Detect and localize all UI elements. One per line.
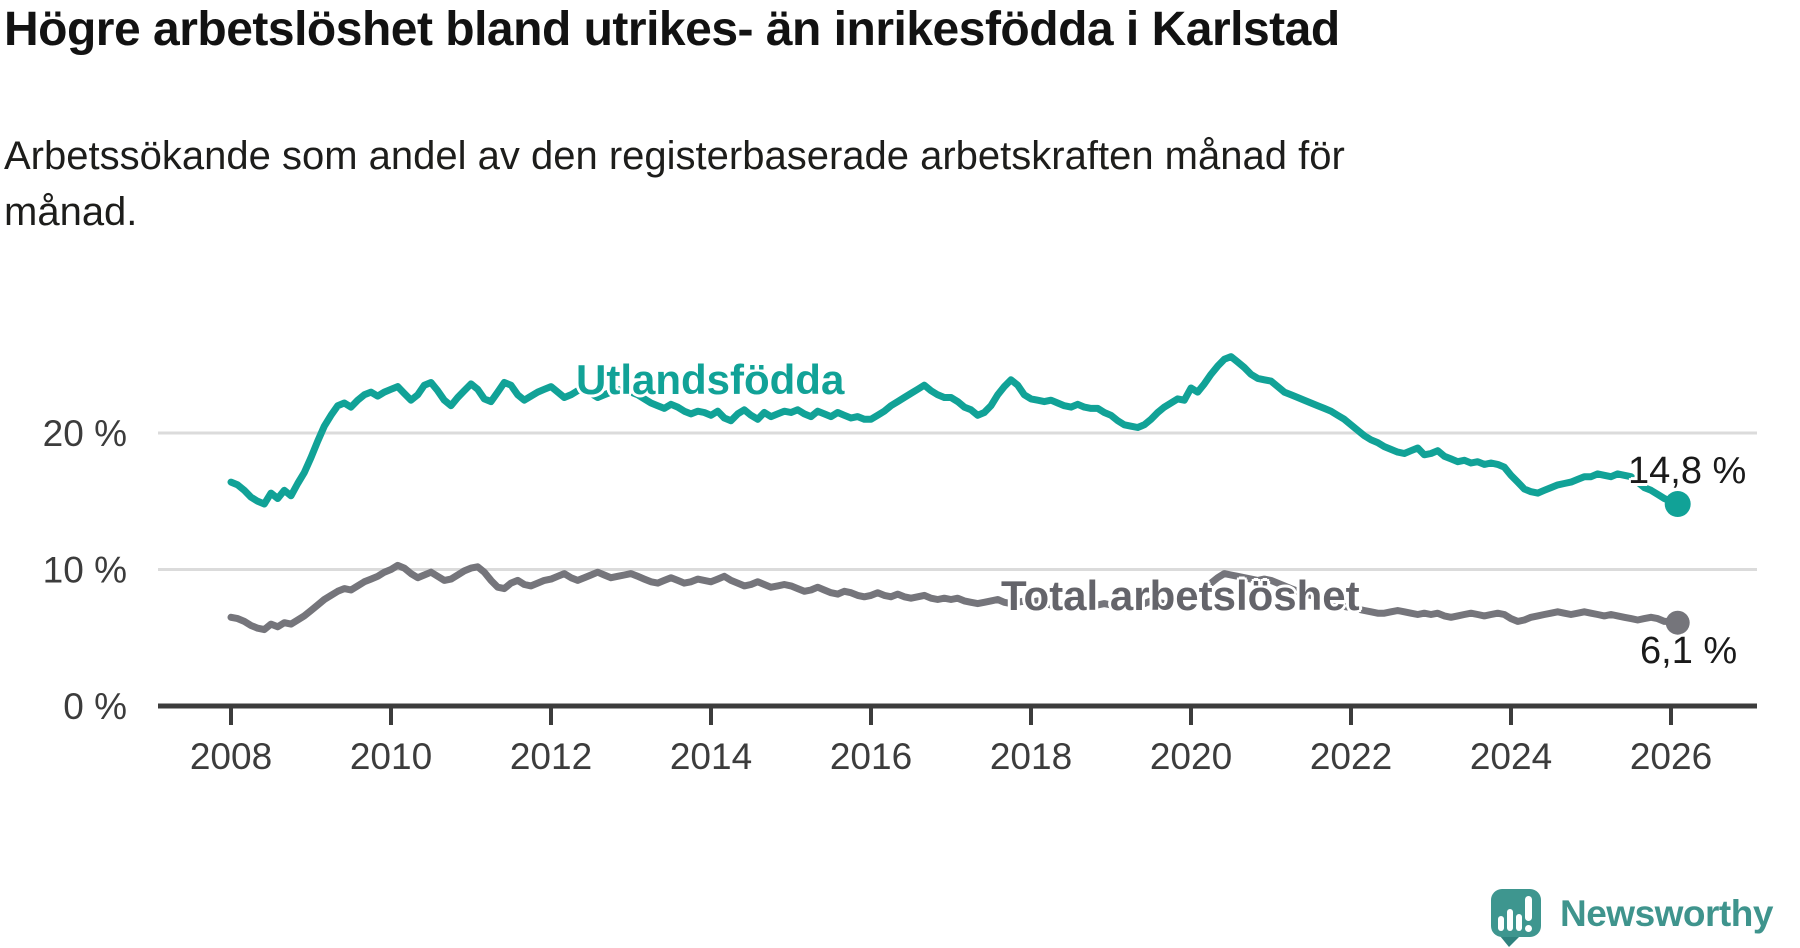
series-label-utlandsfodda: Utlandsfödda	[576, 356, 845, 403]
x-tick-label-2008: 2008	[190, 736, 272, 777]
newsworthy-logo-text: Newsworthy	[1560, 893, 1773, 934]
x-tick-label-2020: 2020	[1150, 736, 1232, 777]
end-value-label-total: 6,1 %	[1640, 630, 1738, 672]
series-label-total-arbetsloshet: Total arbetslöshet	[1001, 572, 1360, 619]
series-end-dot-total-arbetsloshet	[1665, 610, 1690, 635]
x-tick-label-2018: 2018	[990, 736, 1072, 777]
y-tick-label-20: 20 %	[43, 413, 127, 454]
y-tick-label-0: 0 %	[63, 686, 127, 727]
end-value-label-utlandsfodda: 14,8 %	[1628, 450, 1747, 492]
newsworthy-logo-icon	[1491, 889, 1541, 947]
x-tick-label-2010: 2010	[350, 736, 432, 777]
chart-subtitle: Arbetssökande som andel av den registerb…	[4, 128, 1764, 240]
y-tick-label-10: 10 %	[43, 550, 127, 591]
subtitle-line-1: Arbetssökande som andel av den registerb…	[4, 134, 1345, 178]
x-tick-label-2022: 2022	[1310, 736, 1392, 777]
page-title: Högre arbetslöshet bland utrikes- än inr…	[4, 3, 1340, 56]
x-tick-label-2024: 2024	[1470, 736, 1552, 777]
x-tick-label-2014: 2014	[670, 736, 752, 777]
x-tick-label-2026: 2026	[1630, 736, 1712, 777]
series-line-total-arbetsloshet	[227, 561, 1682, 634]
x-tick-label-2012: 2012	[510, 736, 592, 777]
series-end-dot-utlandsfodda	[1664, 491, 1691, 517]
series-line-utlandsfodda	[227, 353, 1682, 508]
x-tick-label-2016: 2016	[830, 736, 912, 777]
subtitle-line-2: månad.	[4, 190, 138, 234]
newsworthy-logo: Newsworthy	[1490, 886, 1800, 948]
